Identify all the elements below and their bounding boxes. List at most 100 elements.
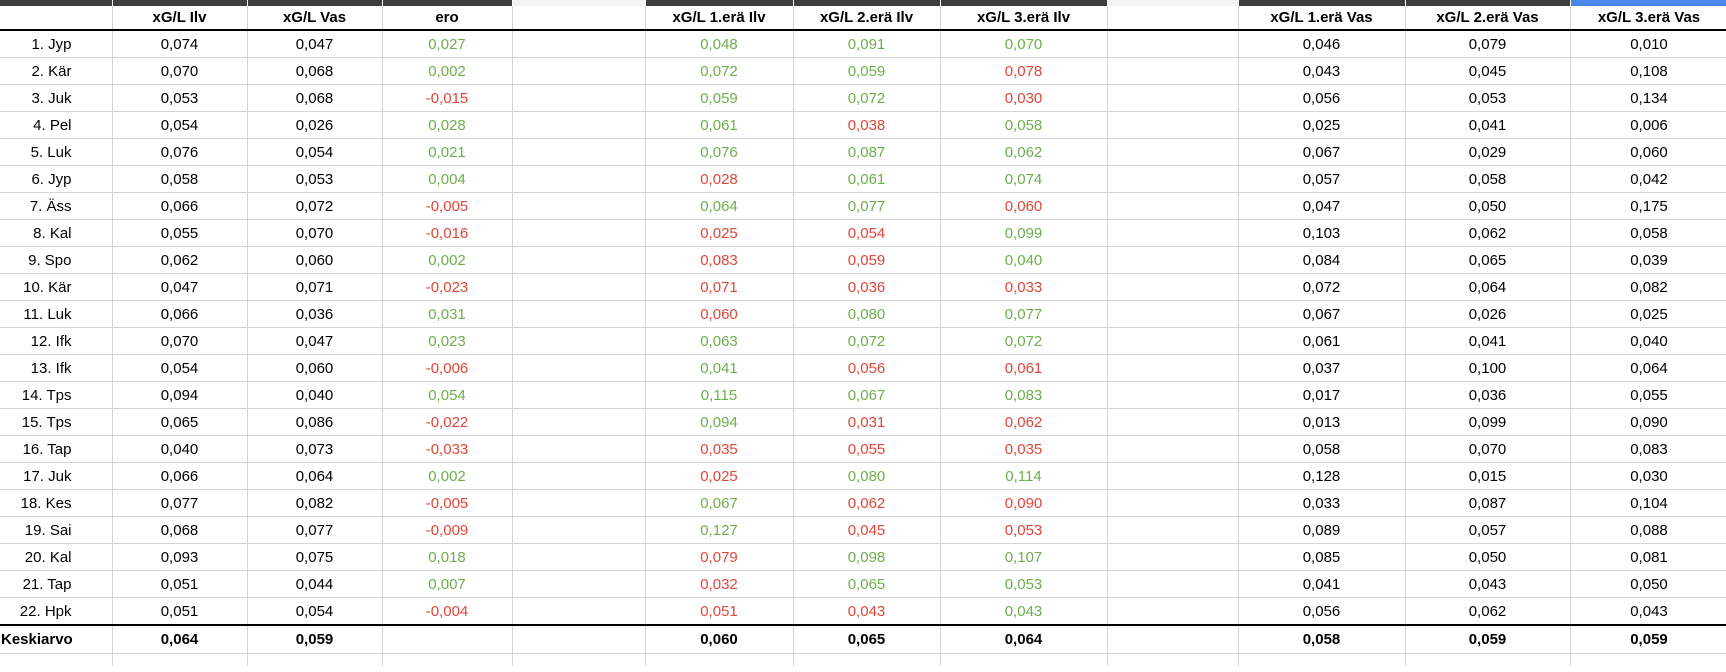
column-header-xgl-vas[interactable]: xG/L Vas — [247, 6, 383, 31]
cell-era1-vas[interactable]: 0,025 — [1238, 111, 1406, 139]
cell-era2-vas[interactable]: 0,050 — [1405, 192, 1571, 220]
cell-spacer-1[interactable] — [512, 543, 646, 571]
row-label[interactable]: 4. Pel — [0, 111, 113, 139]
cell-era1-ilv[interactable]: 0,060 — [645, 624, 794, 654]
cell-spacer-2[interactable] — [1107, 219, 1239, 247]
cell-spacer-2[interactable] — [1107, 570, 1239, 598]
cell-era2-vas[interactable]: 0,079 — [1405, 30, 1571, 58]
cell-era1-vas[interactable]: 0,033 — [1238, 489, 1406, 517]
cell-ero[interactable]: -0,033 — [382, 435, 513, 463]
cell-spacer-2[interactable] — [1107, 300, 1239, 328]
column-header-spacer-2[interactable] — [1107, 6, 1239, 31]
cell-xgl-vas[interactable]: 0,053 — [247, 165, 383, 193]
cell-era1-ilv[interactable]: 0,115 — [645, 381, 794, 409]
cell-ero[interactable]: -0,006 — [382, 354, 513, 382]
cell-spacer-1[interactable] — [512, 219, 646, 247]
cell-era1-ilv[interactable]: 0,071 — [645, 273, 794, 301]
cell-era3-ilv[interactable]: 0,053 — [940, 570, 1108, 598]
cell-era2-ilv[interactable]: 0,065 — [793, 570, 941, 598]
cell-xgl-ilv[interactable]: 0,070 — [112, 57, 248, 85]
cell-era2-ilv[interactable]: 0,059 — [793, 246, 941, 274]
row-label[interactable]: 15. Tps — [0, 408, 113, 436]
cell-era1-vas[interactable]: 0,047 — [1238, 192, 1406, 220]
row-label[interactable]: 11. Luk — [0, 300, 113, 328]
cell-spacer-1[interactable] — [512, 30, 646, 58]
row-label[interactable]: 5. Luk — [0, 138, 113, 166]
cell-era2-ilv[interactable]: 0,065 — [793, 624, 941, 654]
cell-era2-vas[interactable]: 0,015 — [1405, 462, 1571, 490]
cell-spacer-1[interactable] — [512, 300, 646, 328]
cell-era3-vas[interactable]: 0,055 — [1570, 381, 1726, 409]
cell-xgl-vas[interactable]: 0,064 — [247, 462, 383, 490]
cell-spacer-2[interactable] — [1107, 543, 1239, 571]
cell-xgl-vas[interactable]: 0,036 — [247, 300, 383, 328]
cell-era3-ilv[interactable]: 0,114 — [940, 462, 1108, 490]
cell-xgl-ilv[interactable]: 0,066 — [112, 462, 248, 490]
cell-ero[interactable]: 0,027 — [382, 30, 513, 58]
cell-spacer-1[interactable] — [512, 570, 646, 598]
row-label[interactable]: 16. Tap — [0, 435, 113, 463]
cell-era3-ilv[interactable]: 0,058 — [940, 111, 1108, 139]
cell-era1-ilv[interactable]: 0,041 — [645, 354, 794, 382]
row-label[interactable]: 8. Kal — [0, 219, 113, 247]
cell-xgl-ilv[interactable]: 0,066 — [112, 192, 248, 220]
cell-ero[interactable]: -0,005 — [382, 489, 513, 517]
cell-xgl-ilv[interactable]: 0,040 — [112, 435, 248, 463]
row-label[interactable]: 20. Kal — [0, 543, 113, 571]
cell-era2-vas[interactable]: 0,045 — [1405, 57, 1571, 85]
cell-era3-vas[interactable]: 0,043 — [1570, 597, 1726, 626]
cell-spacer-2[interactable] — [1107, 435, 1239, 463]
cell-xgl-vas[interactable]: 0,026 — [247, 111, 383, 139]
cell-spacer-1[interactable] — [512, 327, 646, 355]
cell-spacer-1[interactable] — [512, 516, 646, 544]
row-label[interactable]: 7. Äss — [0, 192, 113, 220]
cell-era2-vas[interactable]: 0,065 — [1405, 246, 1571, 274]
cell-era3-ilv[interactable]: 0,061 — [940, 354, 1108, 382]
cell-spacer-1[interactable] — [512, 84, 646, 112]
cell-xgl-ilv[interactable]: 0,068 — [112, 516, 248, 544]
cell-era3-vas[interactable]: 0,006 — [1570, 111, 1726, 139]
row-label[interactable]: 3. Juk — [0, 84, 113, 112]
cell-xgl-ilv[interactable]: 0,074 — [112, 30, 248, 58]
cell-era2-vas[interactable]: 0,043 — [1405, 570, 1571, 598]
cell-era3-vas[interactable]: 0,060 — [1570, 138, 1726, 166]
cell-era1-vas[interactable]: 0,058 — [1238, 624, 1406, 654]
cell-xgl-ilv[interactable]: 0,093 — [112, 543, 248, 571]
cell-era2-vas[interactable]: 0,059 — [1405, 624, 1571, 654]
cell-era3-vas[interactable]: 0,104 — [1570, 489, 1726, 517]
cell-era3-vas[interactable]: 0,175 — [1570, 192, 1726, 220]
cell-xgl-vas[interactable]: 0,072 — [247, 192, 383, 220]
cell-xgl-ilv[interactable]: 0,058 — [112, 165, 248, 193]
cell-spacer-2[interactable] — [1107, 516, 1239, 544]
cell-era3-vas[interactable]: 0,082 — [1570, 273, 1726, 301]
cell-era2-vas[interactable]: 0,087 — [1405, 489, 1571, 517]
cell-era2-vas[interactable]: 0,099 — [1405, 408, 1571, 436]
row-label[interactable]: 12. Ifk — [0, 327, 113, 355]
cell-era1-ilv[interactable]: 0,051 — [645, 597, 794, 626]
row-label[interactable]: 6. Jyp — [0, 165, 113, 193]
cell-era2-ilv[interactable]: 0,031 — [793, 408, 941, 436]
cell-xgl-vas[interactable]: 0,070 — [247, 219, 383, 247]
cell-spacer-1[interactable] — [512, 489, 646, 517]
cell-era1-ilv[interactable]: 0,063 — [645, 327, 794, 355]
cell-era1-ilv[interactable]: 0,061 — [645, 111, 794, 139]
cell-ero[interactable]: 0,028 — [382, 111, 513, 139]
cell-era3-ilv[interactable]: 0,064 — [940, 624, 1108, 654]
cell-era3-ilv[interactable]: 0,072 — [940, 327, 1108, 355]
cell-era1-ilv[interactable]: 0,127 — [645, 516, 794, 544]
cell-era3-vas[interactable]: 0,134 — [1570, 84, 1726, 112]
cell-xgl-vas[interactable]: 0,068 — [247, 57, 383, 85]
cell-era3-ilv[interactable]: 0,074 — [940, 165, 1108, 193]
cell-spacer-1[interactable] — [512, 462, 646, 490]
cell-era1-ilv[interactable]: 0,067 — [645, 489, 794, 517]
row-label[interactable]: 1. Jyp — [0, 30, 113, 58]
cell-xgl-vas[interactable]: 0,071 — [247, 273, 383, 301]
column-header-xgl-ilv[interactable]: xG/L Ilv — [112, 6, 248, 31]
cell-spacer-1[interactable] — [512, 624, 646, 654]
cell-spacer-2[interactable] — [1107, 273, 1239, 301]
cell-spacer-2[interactable] — [1107, 327, 1239, 355]
cell-spacer-2[interactable] — [1107, 408, 1239, 436]
cell-xgl-ilv[interactable]: 0,051 — [112, 597, 248, 626]
cell-ero[interactable]: 0,002 — [382, 462, 513, 490]
cell-xgl-vas[interactable]: 0,086 — [247, 408, 383, 436]
